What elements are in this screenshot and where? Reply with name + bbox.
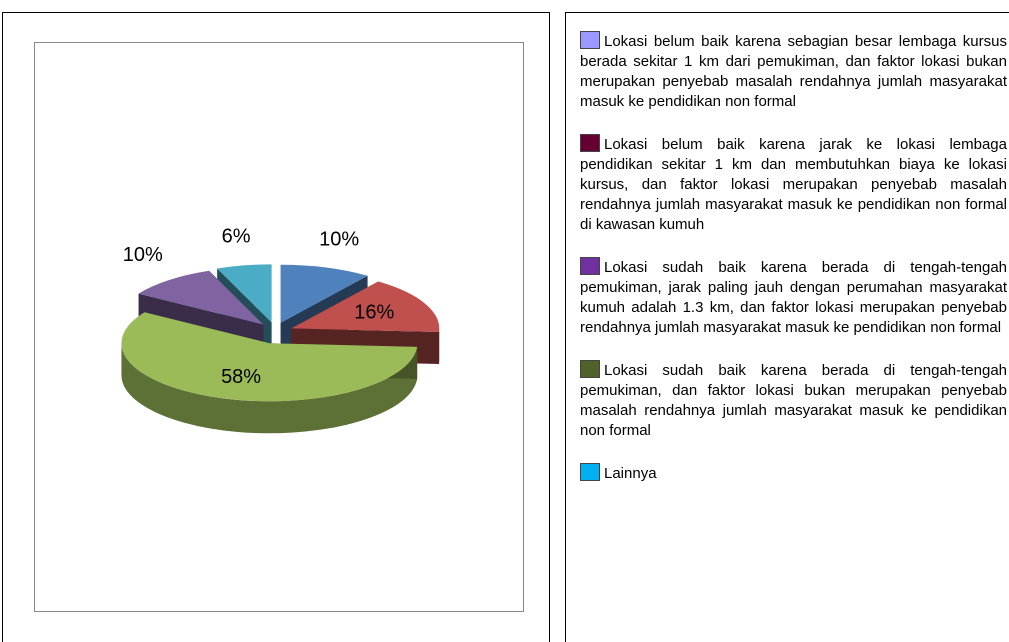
legend-swatch <box>580 31 600 49</box>
chart-frame: 10% 16% 58% 10% 6% <box>2 12 550 642</box>
legend-text: Lokasi sudah baik karena berada di tenga… <box>580 259 1007 336</box>
legend-item: Lokasi sudah baik karena berada di tenga… <box>580 257 1007 338</box>
data-label: 58% <box>221 366 261 388</box>
legend-swatch <box>580 463 600 481</box>
legend-item: Lokasi belum baik karena jarak ke lokasi… <box>580 134 1007 235</box>
chart-area: 10% 16% 58% 10% 6% <box>34 42 524 612</box>
legend-text: Lokasi sudah baik karena berada di tenga… <box>580 362 1007 439</box>
legend-item: Lokasi belum baik karena sebagian besar … <box>580 31 1007 112</box>
legend-swatch <box>580 134 600 152</box>
pie-chart: 10% 16% 58% 10% 6% <box>35 43 523 611</box>
legend-text: Lokasi belum baik karena jarak ke lokasi… <box>580 136 1007 233</box>
legend-item: Lokasi sudah baik karena berada di tenga… <box>580 360 1007 441</box>
legend-text: Lainnya <box>604 465 657 482</box>
data-label: 16% <box>354 301 394 323</box>
data-label: 6% <box>222 226 251 248</box>
data-label: 10% <box>319 228 359 250</box>
legend-swatch <box>580 257 600 275</box>
data-label: 10% <box>123 244 163 266</box>
legend-item: Lainnya <box>580 463 1007 484</box>
legend-text: Lokasi belum baik karena sebagian besar … <box>580 33 1007 110</box>
legend-swatch <box>580 360 600 378</box>
legend: Lokasi belum baik karena sebagian besar … <box>565 12 1009 642</box>
